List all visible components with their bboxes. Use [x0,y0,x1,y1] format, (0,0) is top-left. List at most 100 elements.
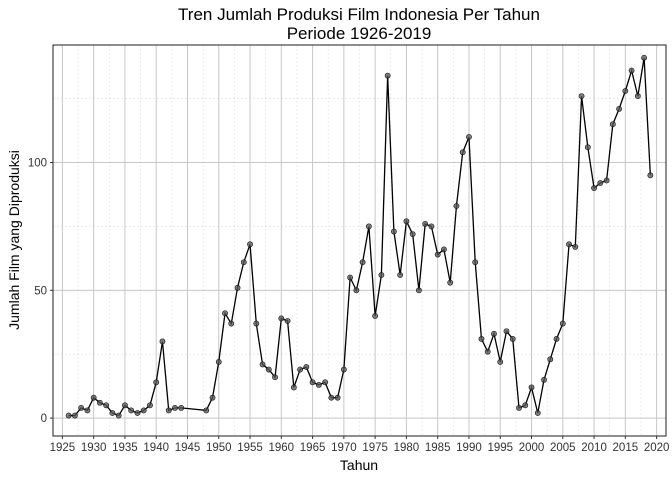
data-point [153,379,160,386]
data-point [597,180,604,186]
x-tick-label: 1965 [300,442,326,454]
data-point [178,404,185,411]
data-point [416,287,422,294]
plot-border [52,44,667,437]
data-point [122,402,128,409]
data-point [584,144,591,151]
x-tick-label: 1925 [50,442,76,454]
data-point [71,412,78,419]
y-tick-label: 100 [28,158,47,170]
data-point [497,358,504,365]
data-point [622,88,629,94]
data-point [165,407,172,414]
data-point [172,404,178,411]
x-tick-label: 1960 [269,442,295,454]
data-point [103,402,110,409]
data-point [340,366,347,373]
data-point [347,274,354,281]
x-axis-title: Tahun [340,457,378,473]
data-point [359,259,366,266]
data-point [397,272,404,278]
x-tick-label: 1950 [206,442,232,454]
data-point [541,376,547,383]
data-point [509,335,516,342]
chart-title: Tren Jumlah Produksi Film Indonesia Per … [178,5,540,24]
data-point [547,356,554,363]
data-point [390,228,397,235]
data-point [209,394,216,401]
data-point [328,394,335,401]
chart-subtitle: Periode 1926-2019 [287,24,432,43]
data-point [441,246,447,253]
x-tick-label: 2005 [550,442,576,454]
data-point [228,320,235,327]
data-point [203,407,210,414]
data-point [466,134,472,140]
data-point [315,381,322,388]
data-point [647,172,654,179]
data-point [128,407,135,414]
data-point [459,149,466,156]
data-point [140,407,147,414]
data-point [422,220,429,227]
data-point [428,223,435,230]
data-point [265,366,272,373]
data-point [516,404,522,411]
data-point [159,338,166,345]
data-points [65,54,654,419]
data-point [522,402,529,409]
y-tick-label: 50 [34,285,47,297]
data-point [84,407,91,414]
data-point [365,223,372,230]
data-point [109,410,116,416]
data-point [534,410,541,416]
data-point [278,315,285,322]
data-point [616,105,622,112]
data-point [284,318,291,324]
data-point [240,259,247,266]
x-tick-label: 1990 [456,442,482,454]
data-point [115,412,122,419]
x-tick-label: 1970 [331,442,357,454]
x-tick-label: 2010 [581,442,607,454]
data-point [434,251,441,258]
data-point [528,384,535,391]
data-point [97,399,103,406]
y-axis-title: Jumlah Film yang Diproduksi [6,150,22,330]
data-point [134,410,141,416]
data-point [572,243,579,250]
y-axis: 0 50 100 [28,158,53,425]
data-point [491,330,497,337]
data-point [322,379,328,386]
x-tick-label: 1985 [425,442,451,454]
data-point [453,203,460,209]
x-tick-label: 1955 [237,442,263,454]
data-point [222,310,228,317]
data-point [472,259,479,266]
data-point [234,284,241,291]
data-point [634,93,641,100]
x-tick-label: 2000 [519,442,545,454]
data-point [215,358,222,365]
major-grid [53,45,666,436]
x-tick-label: 1975 [362,442,388,454]
x-tick-label: 2015 [613,442,639,454]
data-point [78,404,85,411]
data-point [609,121,616,128]
data-point [303,364,310,370]
data-point [90,394,97,401]
y-tick-label: 0 [41,413,47,425]
x-tick-label: 1930 [81,442,107,454]
x-tick-label: 1995 [487,442,513,454]
data-point [484,348,491,355]
data-point [591,185,597,192]
data-point [353,287,360,294]
data-point [272,374,278,381]
data-point [384,72,391,79]
x-axis: 1925 1930 1935 1940 1945 1950 1955 1960 1965 1970… [50,436,669,454]
x-tick-label: 1940 [143,442,169,454]
data-point [628,67,635,74]
data-point [65,412,72,419]
x-tick-label: 1945 [175,442,201,454]
data-point [297,366,303,373]
